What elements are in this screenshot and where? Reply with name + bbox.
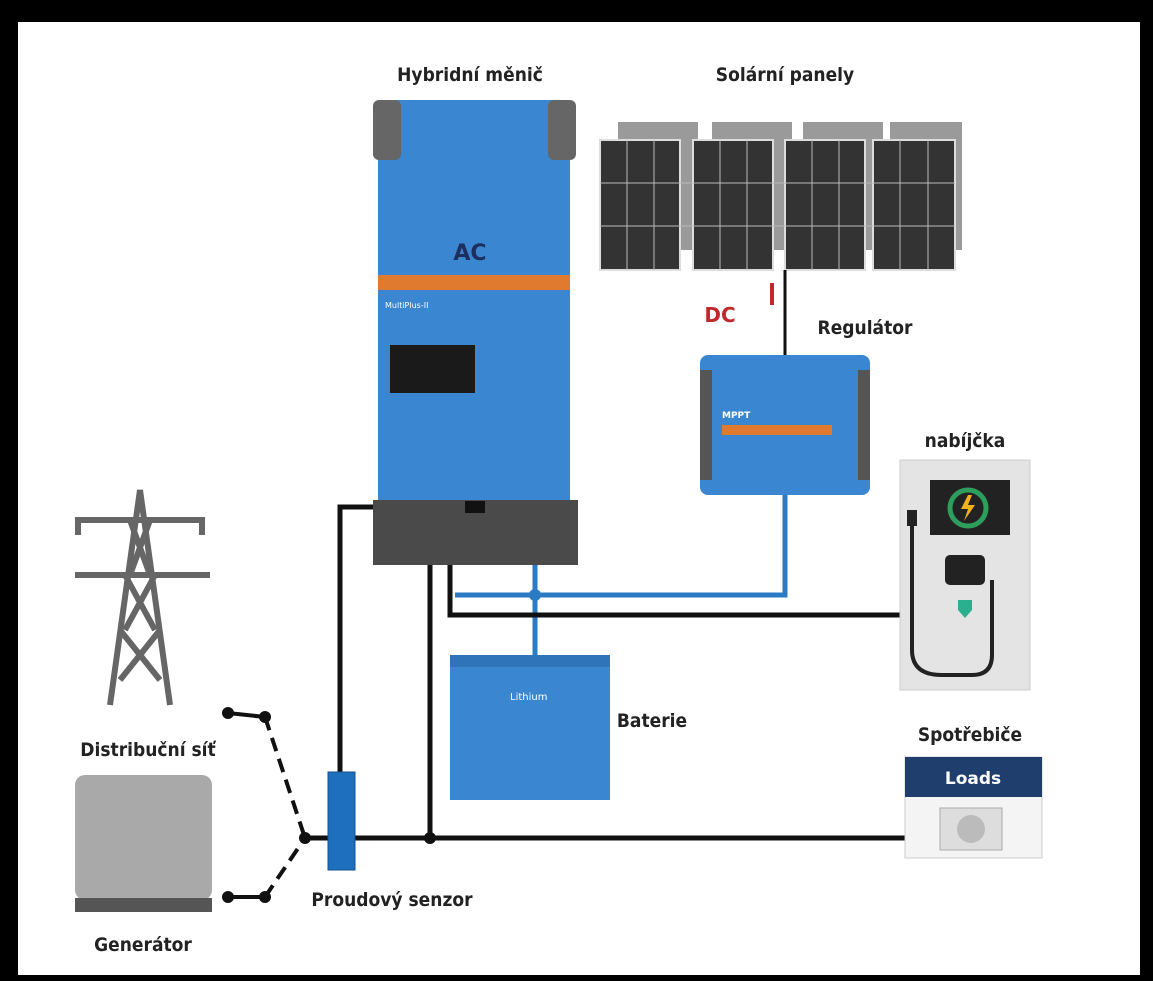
dc-label: DC bbox=[704, 303, 735, 327]
regulator-model: MPPT bbox=[722, 411, 751, 421]
ac-label: AC bbox=[453, 241, 486, 266]
inverter-model: MultiPlus-II bbox=[385, 301, 428, 310]
solar-panels bbox=[600, 122, 962, 270]
battery-label: Baterie bbox=[617, 710, 687, 732]
junction bbox=[529, 589, 541, 601]
generator-base bbox=[75, 898, 212, 912]
sensor-label: Proudový senzor bbox=[311, 889, 473, 911]
diagram: AC MultiPlus-II MPPT Lithium Loads bbox=[0, 0, 1153, 981]
charger-label: nabíjčka bbox=[925, 430, 1006, 452]
junction bbox=[424, 832, 436, 844]
generator-box bbox=[75, 775, 212, 900]
regulator-label: Regulátor bbox=[818, 317, 913, 339]
inverter-label: Hybridní měnič bbox=[397, 64, 543, 86]
solar-label: Solární panely bbox=[716, 64, 854, 86]
charger bbox=[900, 460, 1030, 690]
inverter bbox=[373, 100, 578, 565]
consumers-label: Spotřebiče bbox=[918, 724, 1022, 746]
battery-model: Lithium bbox=[510, 692, 547, 703]
battery bbox=[450, 655, 610, 800]
loads-label: Loads bbox=[945, 769, 1001, 789]
generator-label: Generátor bbox=[94, 934, 192, 956]
regulator bbox=[700, 355, 870, 495]
current-sensor bbox=[328, 772, 355, 870]
grid-label: Distribuční síť bbox=[80, 739, 216, 761]
